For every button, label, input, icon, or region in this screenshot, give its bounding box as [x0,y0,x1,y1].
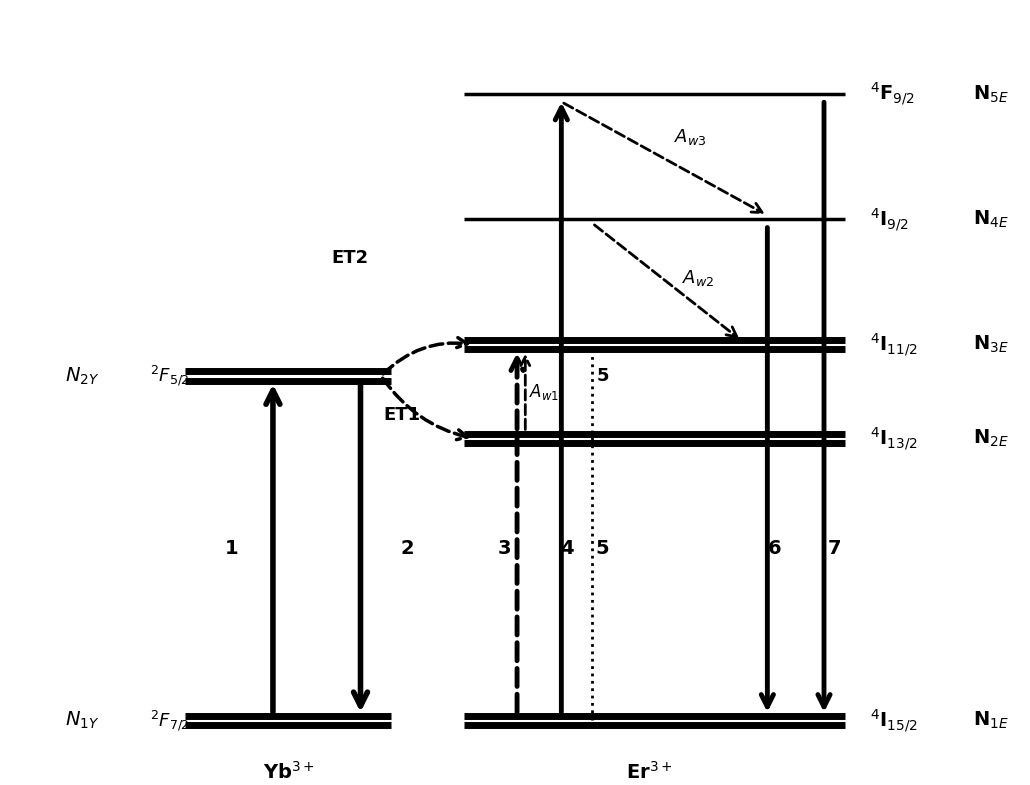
Text: $^{4}$I$_{11/2}$: $^{4}$I$_{11/2}$ [870,331,918,358]
Text: Er$^{3+}$: Er$^{3+}$ [625,761,673,783]
Text: 7: 7 [827,539,842,557]
Text: $^2F_{5/2}$: $^2F_{5/2}$ [150,363,190,389]
Text: $^{4}$F$_{9/2}$: $^{4}$F$_{9/2}$ [870,81,916,108]
Text: $N_{2Y}$: $N_{2Y}$ [65,365,100,386]
Text: $^2F_{7/2}$: $^2F_{7/2}$ [150,708,190,733]
Text: $A_{w1}$: $A_{w1}$ [528,382,559,402]
Text: 5: 5 [595,539,610,557]
Text: N$_{2E}$: N$_{2E}$ [973,428,1009,449]
Text: 6: 6 [767,539,782,557]
Text: N$_{4E}$: N$_{4E}$ [973,209,1009,230]
Text: $A_{w3}$: $A_{w3}$ [674,127,707,147]
Text: 4: 4 [559,539,574,557]
Text: Yb$^{3+}$: Yb$^{3+}$ [263,761,314,783]
Text: 1: 1 [225,539,239,557]
Text: N$_{3E}$: N$_{3E}$ [973,334,1009,356]
Text: $^{4}$I$_{9/2}$: $^{4}$I$_{9/2}$ [870,206,909,232]
Text: 2: 2 [400,539,414,557]
Text: 3: 3 [497,539,512,557]
Text: N$_{5E}$: N$_{5E}$ [973,83,1009,104]
Text: $^{4}$I$_{13/2}$: $^{4}$I$_{13/2}$ [870,425,918,452]
Text: ET1: ET1 [383,406,420,424]
Text: $A_{w2}$: $A_{w2}$ [682,268,715,288]
Text: $^{4}$I$_{15/2}$: $^{4}$I$_{15/2}$ [870,707,918,734]
Text: ET2: ET2 [332,250,369,268]
Text: N$_{1E}$: N$_{1E}$ [973,710,1009,731]
Text: $N_{1Y}$: $N_{1Y}$ [65,710,100,731]
Text: 5: 5 [596,367,609,385]
